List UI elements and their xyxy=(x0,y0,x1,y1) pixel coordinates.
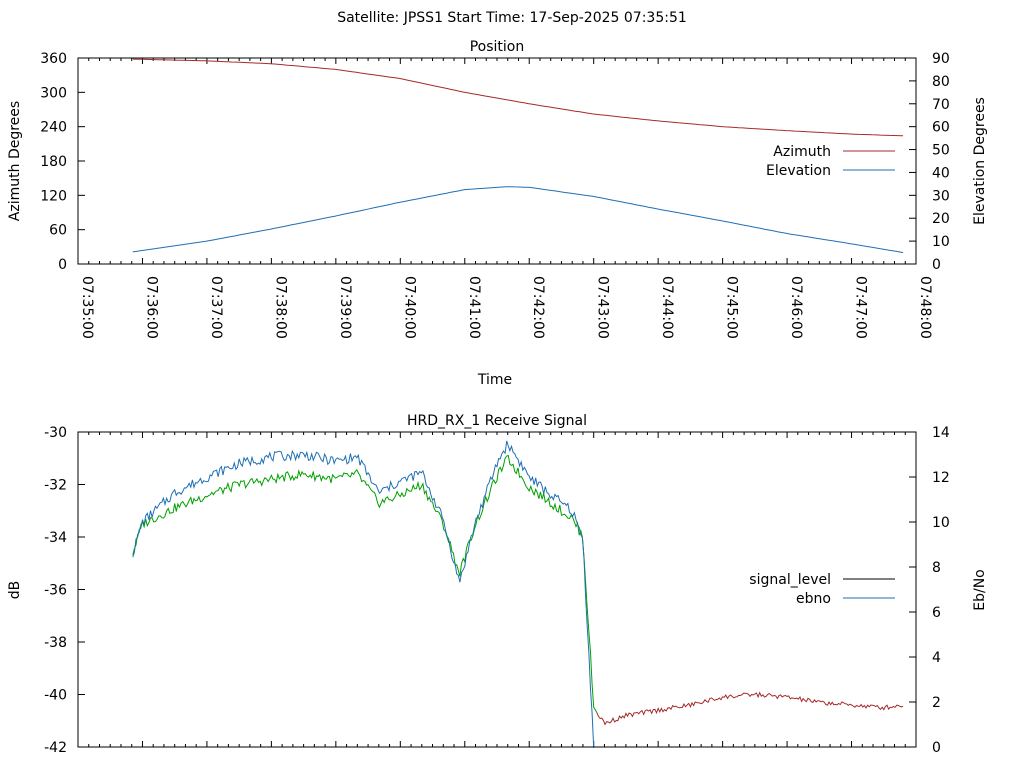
x-tick-label: 07:35:00 xyxy=(79,276,95,339)
y-left-tick-label: -34 xyxy=(44,530,67,546)
x-tick-label: 07:37:00 xyxy=(208,276,224,339)
x-tick-label: 07:47:00 xyxy=(853,276,869,339)
y-right-tick-label: 60 xyxy=(932,120,950,136)
y-right-tick-label: 6 xyxy=(932,605,941,621)
y-right-tick-label: 10 xyxy=(932,515,950,531)
elevation-axis-label: Elevation Degrees xyxy=(972,97,988,225)
series-line-elevation xyxy=(132,186,904,254)
legend-label-elevation: Elevation xyxy=(766,163,831,179)
position-chart: Position 07:35:00 07:36:00 07:37:00 07:38:0… xyxy=(7,39,988,388)
y-right-tick-label: 70 xyxy=(932,97,950,113)
position-legend: Azimuth Elevation xyxy=(766,144,895,179)
x-tick-label: 07:43:00 xyxy=(595,276,611,339)
y-right-tick-label: 8 xyxy=(932,560,941,576)
figure-title: Satellite: JPSS1 Start Time: 17-Sep-2025… xyxy=(337,10,687,26)
azimuth-axis-label: Azimuth Degrees xyxy=(7,101,23,221)
y-left-tick-label: -36 xyxy=(44,583,67,599)
legend-label-signal_level: signal_level xyxy=(749,572,831,588)
x-tick-label: 07:39:00 xyxy=(337,276,353,339)
y-right-tick-label: 14 xyxy=(932,425,950,441)
series-line-ebno xyxy=(132,440,595,748)
y-left-tick-label: 180 xyxy=(40,154,67,170)
y-right-tick-label: 40 xyxy=(932,165,950,181)
x-tick-label: 07:41:00 xyxy=(466,276,482,339)
y-left-tick-label: -30 xyxy=(44,425,67,441)
y-right-tick-label: 0 xyxy=(932,257,941,273)
y-right-tick-label: 90 xyxy=(932,51,950,67)
ebno-axis-label: Eb/No xyxy=(972,569,988,611)
time-axis-label: Time xyxy=(477,372,512,388)
series-line-signal-level-unlocked xyxy=(596,691,904,726)
receive-signal-chart: HRD_RX_1 Receive Signal -42 -40 -38 -36 -34 -… xyxy=(7,413,988,756)
y-left-tick-label: 60 xyxy=(49,223,67,239)
x-tick-label: 07:40:00 xyxy=(401,276,417,339)
y-left-tick-label: 300 xyxy=(40,85,67,101)
x-tick-label: 07:48:00 xyxy=(917,276,933,339)
y-left-tick-label: -32 xyxy=(44,478,67,494)
y-right-tick-label: 10 xyxy=(932,234,950,250)
x-tick-label: 07:44:00 xyxy=(659,276,675,339)
legend-label-azimuth: Azimuth xyxy=(773,144,831,160)
x-tick-label: 07:42:00 xyxy=(530,276,546,339)
db-axis-label: dB xyxy=(7,581,23,600)
x-tick-label: 07:45:00 xyxy=(724,276,740,339)
receive-signal-chart-title: HRD_RX_1 Receive Signal xyxy=(407,413,587,429)
position-plot-frame xyxy=(77,57,917,265)
series-line-azimuth xyxy=(132,58,904,137)
y-right-tick-label: 50 xyxy=(932,143,950,159)
x-tick-label: 07:38:00 xyxy=(272,276,288,339)
series-line-signal-level-locked xyxy=(132,454,598,713)
y-right-tick-label: 2 xyxy=(932,695,941,711)
position-chart-title: Position xyxy=(470,39,525,55)
y-right-tick-label: 0 xyxy=(932,740,941,756)
y-left-tick-label: -40 xyxy=(44,688,67,704)
y-left-tick-label: 240 xyxy=(40,120,67,136)
y-left-tick-label: 120 xyxy=(40,188,67,204)
y-right-tick-label: 4 xyxy=(932,650,941,666)
y-right-tick-label: 30 xyxy=(932,188,950,204)
legend-label-ebno: ebno xyxy=(796,591,831,607)
y-right-tick-label: 12 xyxy=(932,470,950,486)
receive-signal-plot-frame xyxy=(77,431,917,748)
y-left-tick-label: -42 xyxy=(44,740,67,756)
x-tick-label: 07:36:00 xyxy=(143,276,159,339)
y-right-tick-label: 20 xyxy=(932,211,950,227)
y-right-tick-label: 80 xyxy=(932,74,950,90)
y-left-tick-label: 360 xyxy=(40,51,67,67)
y-left-tick-label: 0 xyxy=(58,257,67,273)
y-left-tick-label: -38 xyxy=(44,635,67,651)
x-tick-label: 07:46:00 xyxy=(788,276,804,339)
